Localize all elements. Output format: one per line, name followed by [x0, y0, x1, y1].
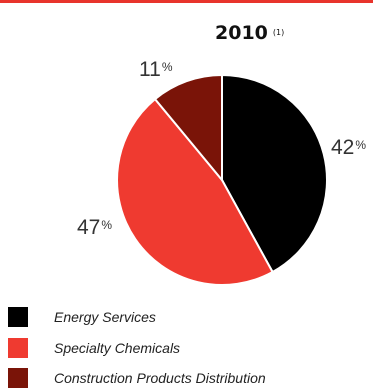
top-divider	[0, 0, 373, 3]
pie-slice-construction-products	[153, 73, 223, 183]
legend-item-specialty-chemicals: Specialty Chemicals	[8, 338, 180, 358]
legend-swatch-chemicals	[8, 338, 28, 358]
pie-chart	[116, 73, 328, 286]
legend-swatch-construction	[8, 368, 28, 388]
pie-slice-specialty-chemicals	[116, 97, 274, 286]
slice-value-label-energy: 42%	[331, 136, 367, 159]
pie-slice-energy-services	[221, 73, 328, 274]
title-footnote-marker: (1)	[272, 28, 285, 37]
legend-item-construction-products: Construction Products Distribution	[8, 368, 266, 388]
chart-title-text: 2010	[215, 22, 268, 44]
legend-label-chemicals: Specialty Chemicals	[54, 340, 181, 356]
legend-label-construction: Construction Products Distribution	[54, 370, 266, 386]
slice-value-label-construction: 11%	[139, 58, 173, 81]
chart-title: 2010 (1)	[215, 22, 284, 44]
legend-item-energy-services: Energy Services	[8, 307, 156, 327]
slice-value-label-chemicals: 47%	[77, 216, 113, 239]
legend-label-energy: Energy Services	[54, 309, 156, 325]
legend-swatch-energy	[8, 307, 28, 327]
